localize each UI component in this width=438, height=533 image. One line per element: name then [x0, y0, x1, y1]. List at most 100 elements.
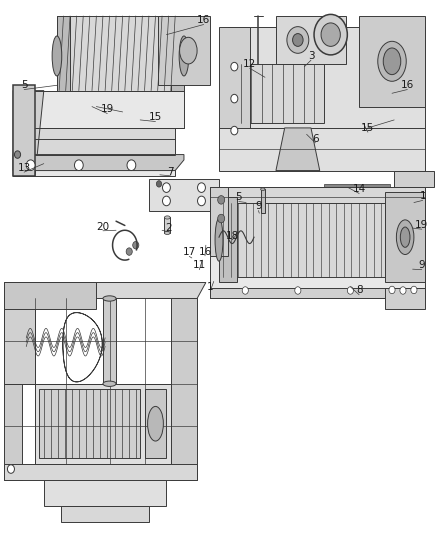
Circle shape [389, 286, 395, 294]
Polygon shape [385, 288, 425, 309]
Circle shape [287, 27, 309, 53]
Polygon shape [261, 189, 265, 213]
Circle shape [156, 181, 162, 187]
Circle shape [198, 183, 205, 192]
Ellipse shape [164, 231, 170, 235]
Ellipse shape [148, 406, 163, 441]
Circle shape [14, 151, 21, 158]
Polygon shape [324, 184, 390, 187]
Circle shape [242, 287, 248, 294]
Text: 9: 9 [418, 261, 425, 270]
Ellipse shape [180, 37, 197, 64]
Polygon shape [13, 155, 184, 171]
Text: 16: 16 [197, 15, 210, 25]
Circle shape [314, 14, 347, 55]
Ellipse shape [164, 216, 170, 219]
Text: 11: 11 [193, 261, 206, 270]
Circle shape [133, 241, 139, 249]
Polygon shape [237, 64, 324, 123]
Ellipse shape [400, 227, 410, 247]
Polygon shape [4, 298, 35, 384]
Polygon shape [171, 16, 184, 96]
Ellipse shape [396, 220, 414, 255]
Circle shape [321, 23, 340, 46]
Text: 1: 1 [207, 282, 214, 292]
Text: 3: 3 [307, 51, 314, 61]
Polygon shape [4, 282, 96, 309]
Text: 15: 15 [149, 112, 162, 122]
Ellipse shape [215, 219, 223, 261]
Circle shape [295, 287, 301, 294]
Ellipse shape [261, 188, 265, 190]
Polygon shape [145, 389, 166, 458]
Ellipse shape [378, 42, 406, 82]
Polygon shape [276, 16, 346, 64]
Polygon shape [44, 480, 166, 506]
Ellipse shape [103, 296, 116, 301]
Text: 15: 15 [361, 123, 374, 133]
Polygon shape [164, 217, 170, 233]
Polygon shape [4, 282, 206, 298]
Text: 16: 16 [198, 247, 212, 256]
Circle shape [126, 248, 132, 255]
Circle shape [162, 183, 170, 192]
Text: 2: 2 [165, 223, 172, 232]
Polygon shape [13, 91, 44, 176]
Polygon shape [359, 16, 425, 107]
Ellipse shape [52, 36, 62, 76]
Text: 5: 5 [21, 80, 28, 90]
Text: 18: 18 [226, 231, 239, 240]
Text: 8: 8 [356, 286, 363, 295]
Circle shape [231, 94, 238, 103]
Polygon shape [13, 155, 175, 176]
Polygon shape [149, 179, 219, 211]
Text: 7: 7 [167, 167, 174, 176]
Circle shape [411, 286, 417, 294]
Polygon shape [228, 27, 425, 128]
Polygon shape [276, 128, 320, 171]
Polygon shape [210, 187, 425, 298]
Polygon shape [35, 384, 171, 464]
Polygon shape [219, 197, 237, 282]
Text: 1: 1 [419, 191, 426, 201]
Polygon shape [13, 128, 175, 155]
Polygon shape [39, 389, 140, 458]
Circle shape [26, 160, 35, 171]
Text: 19: 19 [101, 104, 114, 114]
Text: 14: 14 [353, 184, 366, 194]
Polygon shape [394, 171, 434, 187]
Polygon shape [210, 187, 425, 203]
Text: 17: 17 [183, 247, 196, 257]
Polygon shape [4, 282, 22, 480]
Polygon shape [57, 16, 70, 96]
Circle shape [347, 287, 353, 294]
Circle shape [74, 160, 83, 171]
Polygon shape [385, 192, 425, 282]
Circle shape [198, 196, 205, 206]
Circle shape [218, 196, 225, 204]
Text: 20: 20 [96, 222, 110, 231]
Circle shape [293, 34, 303, 46]
Polygon shape [210, 288, 425, 298]
Circle shape [162, 196, 170, 206]
Text: 19: 19 [415, 220, 428, 230]
Polygon shape [158, 16, 210, 85]
Polygon shape [35, 91, 184, 128]
Ellipse shape [179, 36, 189, 76]
Circle shape [400, 287, 406, 294]
Polygon shape [4, 464, 197, 480]
Text: 6: 6 [312, 134, 319, 143]
Text: 12: 12 [243, 59, 256, 69]
Polygon shape [219, 27, 250, 155]
Polygon shape [171, 298, 197, 480]
Text: 9: 9 [255, 201, 262, 211]
Circle shape [127, 160, 136, 171]
Circle shape [218, 214, 225, 223]
Text: 5: 5 [235, 192, 242, 202]
Ellipse shape [383, 48, 401, 75]
Circle shape [231, 126, 238, 135]
Circle shape [231, 62, 238, 71]
Polygon shape [13, 85, 35, 176]
Polygon shape [210, 187, 228, 256]
Polygon shape [219, 128, 425, 171]
